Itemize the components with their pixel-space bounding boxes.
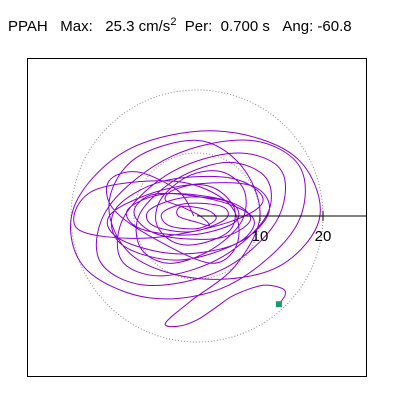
tick-label-20: 20 (315, 228, 332, 245)
plot-frame (27, 58, 367, 377)
per-label: Per: (184, 18, 213, 35)
trace-series-0 (70, 130, 321, 328)
max-unit-exponent: 2 (170, 16, 177, 28)
max-label: Max: (60, 18, 93, 35)
ang-label: Ang: (282, 18, 314, 35)
trace-end-marker (275, 301, 282, 308)
max-value: 25.3 cm/s (105, 18, 171, 35)
tick-label-group: 10 20 (252, 228, 332, 245)
tick-label-10: 10 (252, 228, 269, 245)
chart-title: PPAH Max: 25.3 cm/s2 Per: 0.700 s Ang: -… (8, 16, 352, 35)
station-code: PPAH (8, 18, 48, 35)
per-value: 0.700 s (220, 18, 270, 35)
trace-group (70, 130, 321, 328)
ang-value: -60.8 (317, 18, 352, 35)
